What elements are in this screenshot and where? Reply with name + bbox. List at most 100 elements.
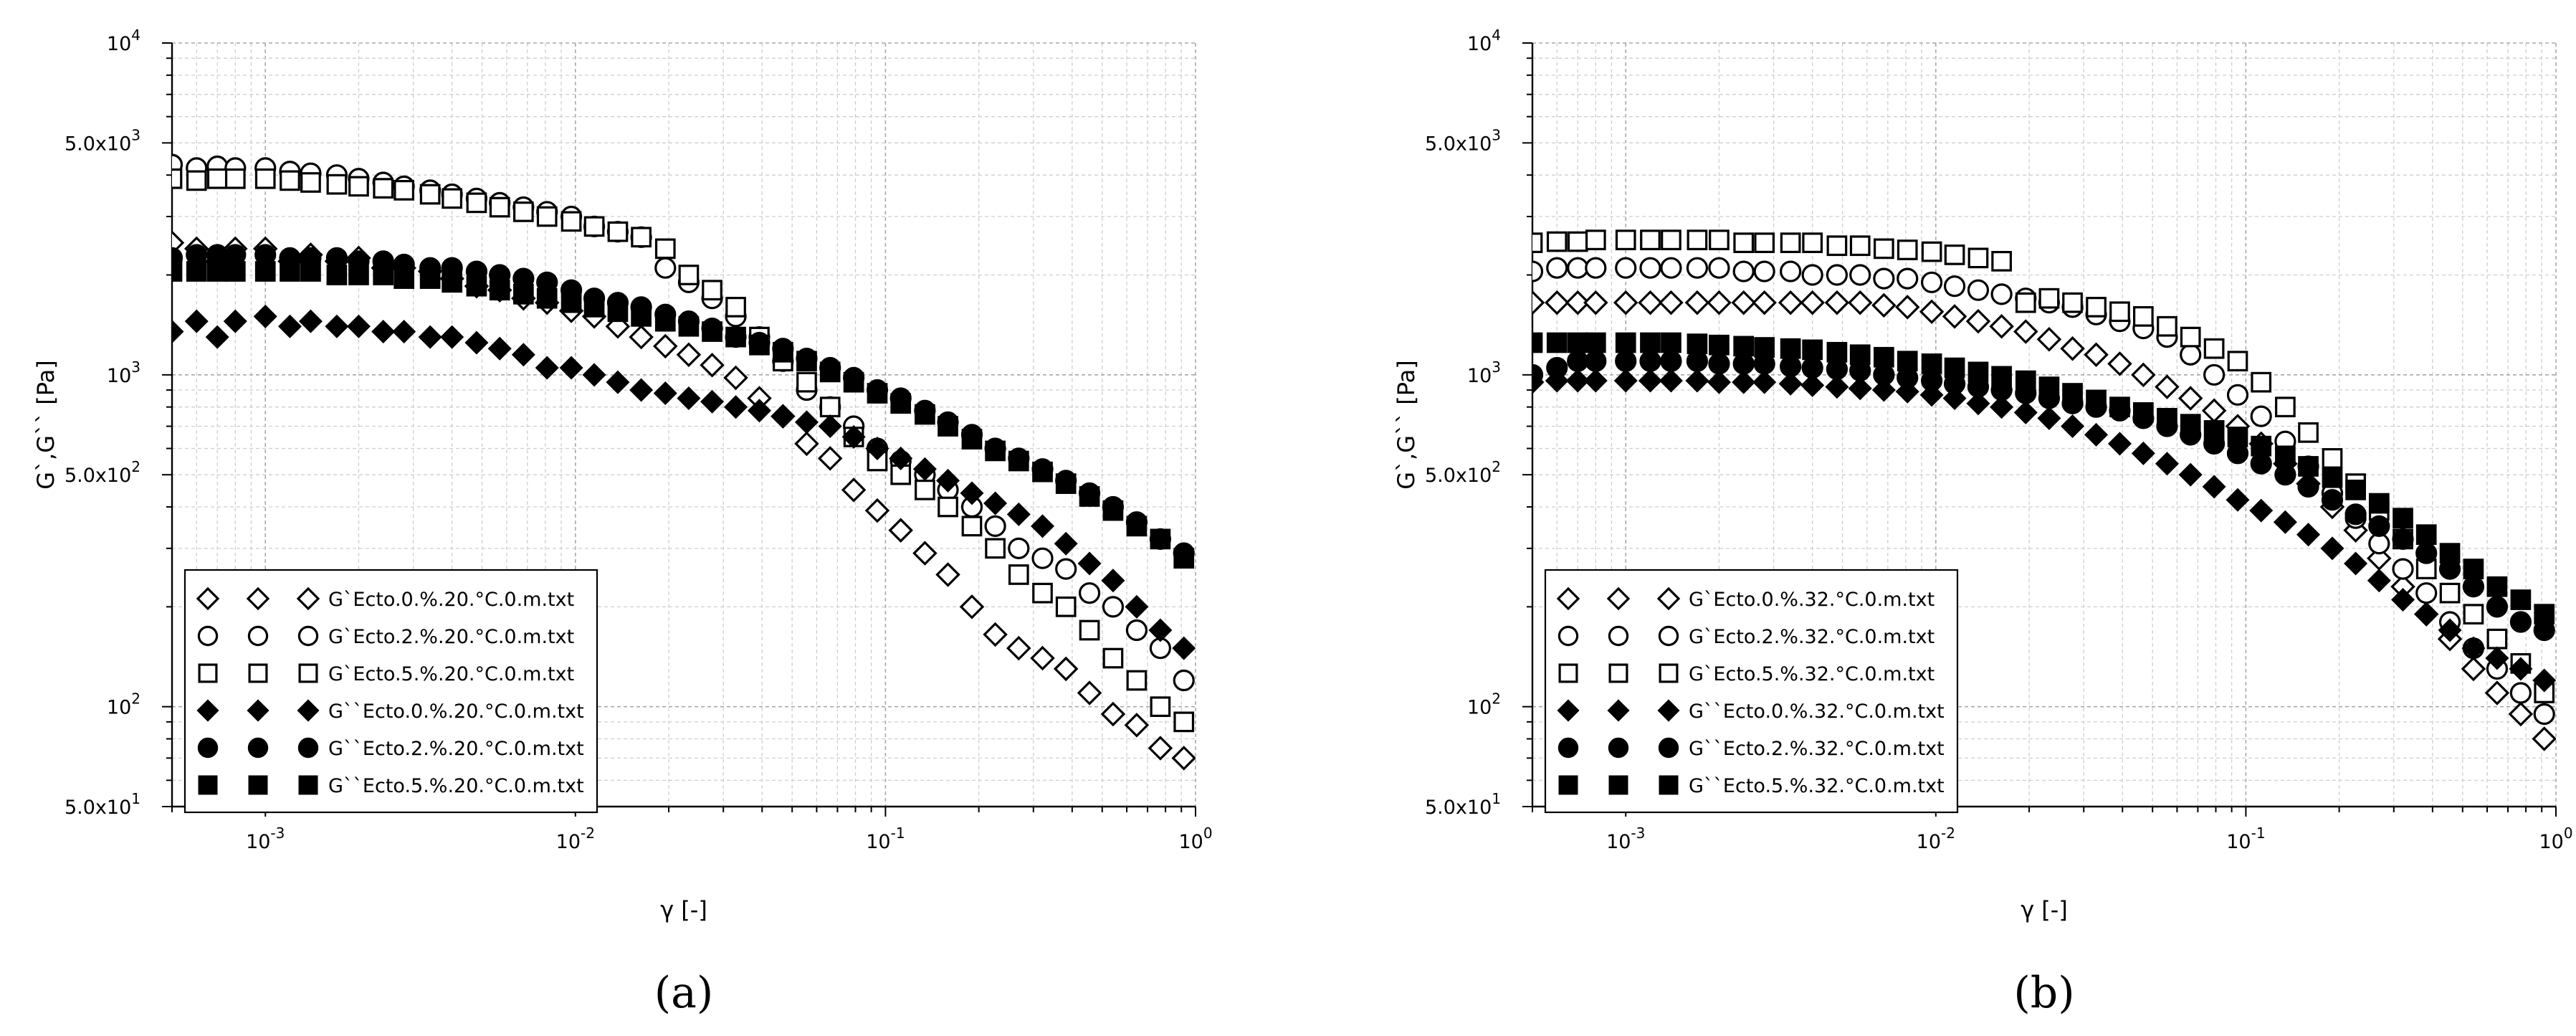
data-point [1032, 461, 1053, 483]
data-point [1585, 332, 1606, 353]
data-point [1965, 308, 1991, 334]
data-point [253, 304, 277, 328]
data-point [606, 370, 630, 394]
x-tick-label: 100 [1178, 824, 1212, 853]
data-point [172, 261, 183, 282]
data-point [2298, 422, 2319, 443]
legend-marker [246, 586, 270, 611]
legend-marker [248, 663, 268, 683]
data-point [983, 491, 1008, 515]
y-tick-label: 5.0x101 [65, 790, 140, 819]
data-point [206, 261, 228, 282]
data-point [2203, 420, 2225, 441]
data-point [1752, 290, 1777, 315]
data-point [172, 320, 184, 344]
data-point [841, 477, 867, 503]
data-point [1546, 332, 1568, 353]
data-point [466, 192, 487, 214]
data-point [1991, 366, 2012, 387]
data-point [1173, 711, 1195, 733]
data-point [2177, 386, 2203, 411]
data-point [2275, 445, 2296, 467]
data-point [841, 424, 866, 449]
legend-marker [1657, 699, 1680, 722]
data-point [1944, 357, 1965, 379]
legend-marker [247, 737, 269, 759]
data-point [1990, 395, 2014, 419]
data-point [1733, 336, 1755, 357]
data-point [1943, 275, 1966, 298]
legend-marker [247, 625, 269, 647]
data-point [1989, 313, 2014, 339]
data-point [1752, 370, 1777, 394]
y-axis-title: G`,G`` [Pa] [32, 360, 59, 489]
data-point [677, 386, 701, 411]
data-point [607, 301, 629, 323]
data-point [2013, 319, 2038, 344]
data-point [466, 275, 487, 297]
series-3 [172, 304, 1196, 660]
data-point [2321, 489, 2344, 511]
legend-marker [1608, 663, 1628, 683]
data-point [2367, 569, 2391, 593]
data-point [1078, 582, 1101, 604]
data-point [2109, 396, 2130, 418]
data-point [280, 170, 300, 191]
data-point [1079, 486, 1100, 507]
data-point [2297, 475, 2319, 498]
data-point [2368, 493, 2390, 514]
data-point [487, 336, 512, 361]
data-point [1826, 235, 1848, 257]
data-point [1709, 334, 1730, 356]
legend-marker [1658, 737, 1679, 759]
data-point [2368, 515, 2390, 537]
data-point [1585, 229, 1606, 251]
data-point [1944, 244, 1965, 265]
data-point [890, 464, 912, 485]
data-point [1800, 290, 1825, 315]
x-axis-title: γ [-] [660, 896, 707, 923]
data-point [654, 257, 677, 279]
legend-entry-label: G``Ecto.5.%.20.°C.0.m.txt [328, 775, 584, 797]
data-point [2036, 326, 2062, 352]
legend-entry-label: G``Ecto.2.%.32.°C.0.m.txt [1689, 738, 1945, 760]
data-point [2484, 680, 2510, 705]
data-point [865, 437, 889, 461]
data-point [1920, 271, 1943, 293]
data-point [2438, 618, 2462, 642]
data-point [371, 320, 396, 344]
data-point [1100, 701, 1126, 727]
y-tick-label: 103 [107, 358, 140, 387]
x-axis-title: γ [-] [2021, 896, 2068, 923]
data-point [1780, 356, 1802, 378]
data-point [1874, 238, 1894, 260]
data-point [984, 515, 1006, 537]
data-point [653, 333, 678, 359]
data-point [2486, 596, 2509, 618]
legend-marker [1608, 775, 1628, 795]
legend-marker [1607, 699, 1630, 722]
data-point [1921, 353, 1942, 374]
legend-marker [1659, 663, 1679, 683]
data-point [2532, 726, 2556, 751]
data-point [2084, 342, 2109, 368]
data-point [1894, 295, 1920, 320]
data-point [2157, 408, 2177, 429]
data-point [2322, 467, 2343, 488]
data-point [1006, 635, 1031, 661]
data-point [346, 314, 371, 338]
data-point [1055, 596, 1077, 617]
data-point [819, 361, 841, 383]
data-point [1942, 304, 1967, 329]
data-point [583, 297, 605, 318]
data-point [1126, 515, 1148, 537]
legend-entry-label: G``Ecto.0.%.20.°C.0.m.txt [328, 700, 584, 723]
data-point [794, 410, 819, 434]
data-point [1778, 290, 1803, 315]
data-point [2178, 462, 2203, 487]
data-point [1613, 290, 1638, 315]
data-point [2486, 576, 2508, 597]
data-point [2086, 297, 2107, 318]
data-point [1532, 260, 1544, 282]
series-0 [1532, 290, 2556, 751]
